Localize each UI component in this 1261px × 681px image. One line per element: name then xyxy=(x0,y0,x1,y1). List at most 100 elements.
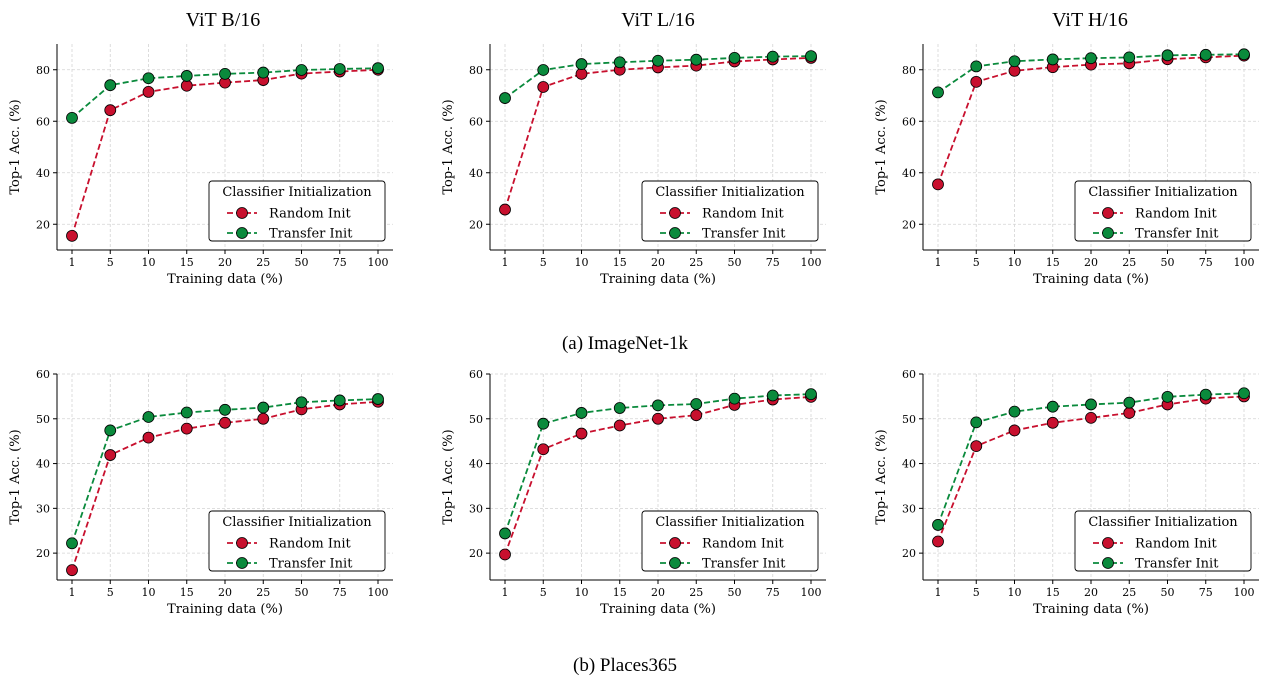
legend-title: Classifier Initialization xyxy=(1088,515,1238,530)
y-tick-label: 20 xyxy=(902,547,916,560)
legend-marker xyxy=(1102,227,1114,239)
x-tick-label: 15 xyxy=(1046,586,1060,599)
data-point xyxy=(499,92,511,104)
data-point xyxy=(219,416,231,429)
column-title-0: ViT B/16 xyxy=(186,9,261,31)
legend-marker xyxy=(236,557,248,569)
legend-box xyxy=(208,510,386,572)
legend: Classifier Initialization Random Init Tran… xyxy=(208,180,386,242)
data-point xyxy=(652,412,664,425)
data-point xyxy=(104,104,117,117)
y-tick-label: 40 xyxy=(902,167,916,180)
x-tick-label: 15 xyxy=(180,256,194,269)
x-tick-label: 10 xyxy=(142,256,156,269)
data-point xyxy=(970,440,983,453)
x-tick-label: 100 xyxy=(1234,586,1255,599)
data-point xyxy=(690,53,703,66)
data-point xyxy=(537,443,550,456)
data-point xyxy=(575,407,588,419)
x-tick-label: 1 xyxy=(502,256,509,269)
data-point xyxy=(1238,48,1250,61)
x-tick-label: 50 xyxy=(728,256,742,269)
legend-label: Random Init xyxy=(702,537,784,552)
data-point xyxy=(1008,405,1021,418)
x-tick-label: 15 xyxy=(1046,256,1060,269)
y-tick-label: 20 xyxy=(902,218,916,231)
data-point xyxy=(575,58,588,70)
data-point xyxy=(690,409,703,422)
data-point xyxy=(1123,51,1136,64)
x-axis-label: Training data (%) xyxy=(600,602,716,617)
legend-label: Random Init xyxy=(1135,537,1217,552)
x-tick-label: 1 xyxy=(69,586,76,599)
x-tick-label: 75 xyxy=(333,586,347,599)
y-axis-label: Top-1 Acc. (%) xyxy=(874,429,889,524)
data-point xyxy=(180,406,193,419)
x-tick-label: 25 xyxy=(689,256,703,269)
x-tick-label: 10 xyxy=(575,586,589,599)
data-point xyxy=(372,62,384,75)
x-tick-label: 5 xyxy=(973,586,980,599)
x-tick-label: 20 xyxy=(218,586,232,599)
x-tick-label: 75 xyxy=(1199,256,1213,269)
y-tick-label: 20 xyxy=(36,218,50,231)
data-point xyxy=(652,54,664,67)
legend-marker xyxy=(236,207,248,219)
x-tick-label: 50 xyxy=(1161,256,1175,269)
legend-label: Transfer Init xyxy=(1135,557,1219,572)
x-tick-label: 50 xyxy=(295,586,309,599)
data-point xyxy=(104,424,117,437)
x-tick-label: 25 xyxy=(256,256,270,269)
data-point xyxy=(142,411,155,423)
x-tick-label: 25 xyxy=(1122,586,1136,599)
data-point xyxy=(66,112,78,124)
data-point xyxy=(219,403,231,416)
y-tick-label: 40 xyxy=(36,458,50,471)
x-tick-label: 100 xyxy=(801,256,822,269)
data-point xyxy=(970,60,983,73)
data-point xyxy=(613,419,626,432)
x-tick-label: 10 xyxy=(1008,586,1022,599)
legend-label: Transfer Init xyxy=(1135,227,1219,242)
x-tick-label: 1 xyxy=(935,256,942,269)
y-tick-label: 50 xyxy=(36,413,50,426)
row-caption-a: (a) ImageNet-1k xyxy=(562,333,689,354)
x-axis-label: Training data (%) xyxy=(167,602,283,617)
data-point xyxy=(499,548,511,561)
series-line-0 xyxy=(71,400,379,571)
legend-marker xyxy=(236,227,248,239)
x-tick-label: 15 xyxy=(613,256,627,269)
y-axis-label: Top-1 Acc. (%) xyxy=(8,429,23,524)
data-point xyxy=(1046,400,1059,413)
data-point xyxy=(219,67,231,80)
data-point xyxy=(257,401,270,414)
y-tick-label: 40 xyxy=(36,167,50,180)
legend-label: Transfer Init xyxy=(269,227,353,242)
series-line-0 xyxy=(71,68,379,237)
x-tick-label: 1 xyxy=(502,586,509,599)
data-point xyxy=(932,86,944,99)
x-tick-label: 5 xyxy=(540,586,547,599)
legend-marker xyxy=(236,537,248,549)
x-tick-label: 50 xyxy=(728,586,742,599)
data-point xyxy=(970,416,983,429)
data-point xyxy=(766,50,779,63)
y-tick-label: 30 xyxy=(469,502,483,515)
data-point xyxy=(932,519,944,531)
x-tick-label: 5 xyxy=(107,256,114,269)
legend-title: Classifier Initialization xyxy=(222,515,372,530)
y-tick-label: 60 xyxy=(902,115,916,128)
x-axis-label: Training data (%) xyxy=(1033,272,1149,287)
x-tick-label: 100 xyxy=(368,256,389,269)
legend-title: Classifier Initialization xyxy=(222,185,372,200)
y-tick-label: 40 xyxy=(469,167,483,180)
legend-marker xyxy=(669,227,681,239)
x-tick-label: 50 xyxy=(295,256,309,269)
x-tick-label: 20 xyxy=(1084,586,1098,599)
legend-title: Classifier Initialization xyxy=(655,515,805,530)
x-axis-label: Training data (%) xyxy=(600,272,716,287)
x-tick-label: 10 xyxy=(142,586,156,599)
